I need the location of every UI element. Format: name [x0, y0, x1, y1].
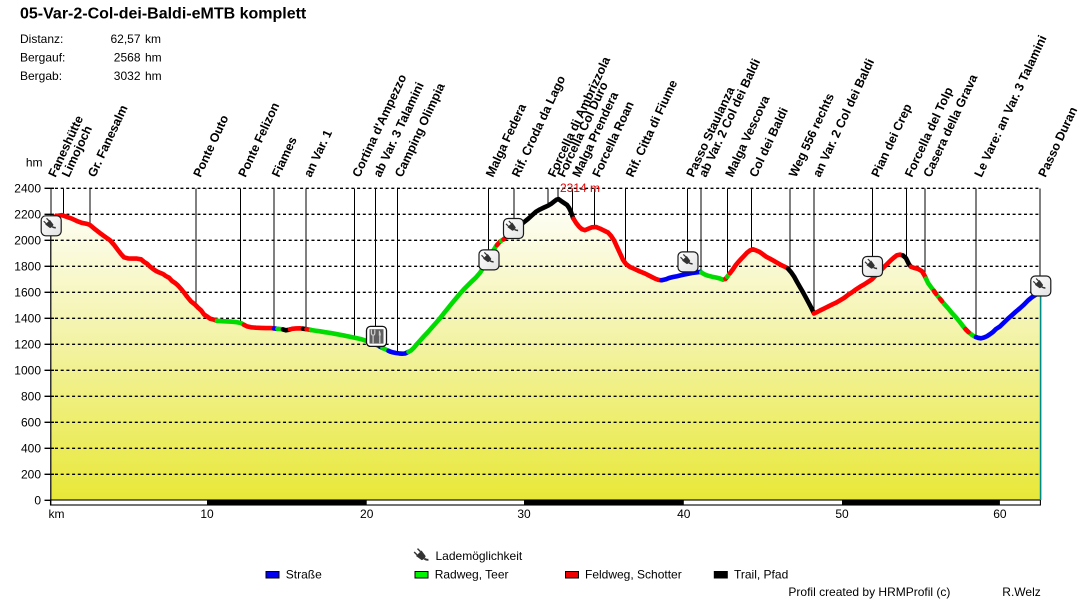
svg-text:2568: 2568 [114, 51, 141, 65]
svg-text:1000: 1000 [14, 363, 41, 377]
svg-text:1600: 1600 [14, 285, 41, 299]
svg-text:800: 800 [21, 389, 41, 403]
svg-text:km: km [145, 32, 161, 46]
svg-text:Distanz:: Distanz: [20, 32, 63, 46]
svg-text:hm: hm [145, 69, 162, 83]
svg-text:1800: 1800 [14, 259, 41, 273]
svg-text:1400: 1400 [14, 311, 41, 325]
svg-text:Bergab:: Bergab: [20, 69, 62, 83]
svg-text:10: 10 [200, 507, 214, 521]
svg-text:2000: 2000 [14, 233, 41, 247]
svg-text:1200: 1200 [14, 337, 41, 351]
svg-text:2400: 2400 [14, 181, 41, 195]
svg-text:R.Welz: R.Welz [1002, 585, 1040, 599]
svg-text:hm: hm [26, 156, 43, 170]
svg-text:3032: 3032 [114, 69, 141, 83]
svg-text:Trail, Pfad: Trail, Pfad [734, 568, 788, 582]
svg-text:600: 600 [21, 415, 41, 429]
svg-text:Radweg, Teer: Radweg, Teer [435, 568, 509, 582]
svg-text:Lademöglichkeit: Lademöglichkeit [436, 549, 523, 563]
svg-text:20: 20 [360, 507, 374, 521]
svg-text:0: 0 [34, 493, 41, 507]
svg-text:2200: 2200 [14, 207, 41, 221]
svg-text:Straße: Straße [286, 568, 322, 582]
svg-text:05-Var-2-Col-dei-Baldi-eMTB ko: 05-Var-2-Col-dei-Baldi-eMTB komplett [20, 6, 307, 23]
svg-text:km: km [49, 507, 65, 521]
svg-text:2314 m: 2314 m [560, 181, 600, 195]
svg-text:Feldweg, Schotter: Feldweg, Schotter [585, 568, 682, 582]
svg-text:30: 30 [517, 507, 531, 521]
svg-text:50: 50 [835, 507, 849, 521]
svg-text:60: 60 [993, 507, 1007, 521]
svg-text:Bergauf:: Bergauf: [20, 51, 65, 65]
svg-text:62,57: 62,57 [110, 32, 140, 46]
svg-text:Profil created by HRMProfil (c: Profil created by HRMProfil (c) [788, 585, 950, 599]
svg-text:40: 40 [677, 507, 691, 521]
svg-text:hm: hm [145, 51, 162, 65]
svg-text:200: 200 [21, 467, 41, 481]
svg-text:400: 400 [21, 441, 41, 455]
